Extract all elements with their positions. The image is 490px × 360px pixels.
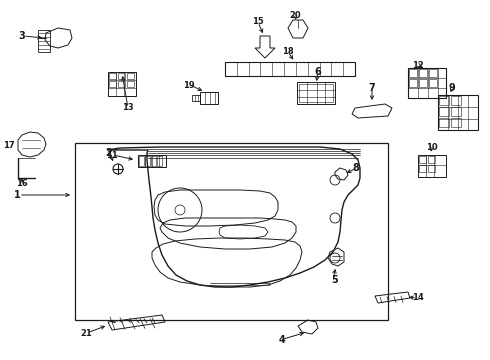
Bar (419, 156, 426, 163)
Bar (409, 79, 417, 87)
Bar (109, 73, 116, 79)
Bar (139, 156, 144, 166)
Text: 20: 20 (289, 10, 301, 19)
Text: 6: 6 (315, 67, 321, 77)
Bar (138, 155, 166, 167)
Bar (299, 84, 333, 102)
Bar (127, 81, 134, 87)
Bar (145, 156, 150, 166)
Text: 14: 14 (412, 293, 424, 302)
Bar (108, 72, 136, 96)
Bar (109, 81, 116, 87)
Bar (408, 68, 446, 98)
Bar (192, 95, 200, 101)
Text: 16: 16 (16, 179, 28, 188)
Bar (118, 81, 125, 87)
Text: 21: 21 (80, 328, 92, 338)
Text: 12: 12 (412, 60, 424, 69)
Bar (451, 118, 461, 127)
Bar (151, 156, 156, 166)
Bar (225, 62, 355, 76)
Text: 1: 1 (14, 190, 21, 200)
Bar (75, 143, 388, 320)
Text: 4: 4 (278, 335, 285, 345)
Bar (439, 118, 449, 127)
Bar (451, 96, 461, 105)
Bar (419, 165, 426, 172)
Text: 17: 17 (3, 140, 15, 149)
Bar (419, 69, 427, 77)
Bar (118, 73, 125, 79)
Bar (418, 155, 446, 177)
Bar (297, 82, 335, 104)
Bar (428, 156, 435, 163)
Bar (428, 165, 435, 172)
Text: 19: 19 (183, 81, 195, 90)
Text: 8: 8 (352, 163, 359, 173)
Text: 5: 5 (331, 275, 338, 285)
Text: 7: 7 (368, 83, 375, 93)
Text: 10: 10 (426, 144, 438, 153)
Bar (157, 156, 162, 166)
Text: 2: 2 (105, 148, 112, 158)
Text: 3: 3 (18, 31, 25, 41)
Text: 11: 11 (106, 150, 118, 159)
Bar (409, 69, 417, 77)
Bar (451, 107, 461, 116)
Bar (429, 69, 437, 77)
Text: 13: 13 (122, 104, 134, 112)
Bar (127, 73, 134, 79)
Bar (419, 79, 427, 87)
Text: 15: 15 (252, 18, 264, 27)
Text: 9: 9 (449, 83, 455, 93)
Bar (438, 95, 478, 130)
Bar (439, 96, 449, 105)
Bar (200, 92, 218, 104)
Bar (439, 107, 449, 116)
Bar (429, 79, 437, 87)
Text: 18: 18 (282, 48, 294, 57)
